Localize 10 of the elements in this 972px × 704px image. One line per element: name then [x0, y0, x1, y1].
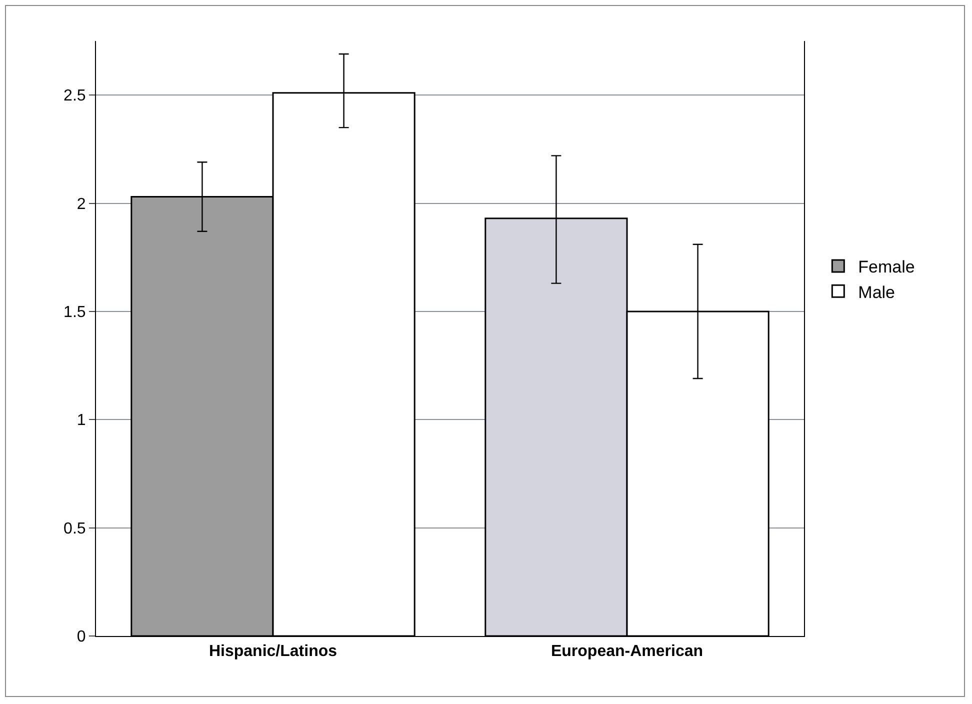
x-tick-label: European-American [550, 643, 704, 660]
x-tick-label: Hispanic/Latinos [208, 643, 338, 660]
legend-label: Male [858, 282, 896, 302]
y-tick-label: 1.5 [64, 304, 86, 322]
y-tick-label: 2 [76, 196, 86, 213]
y-tick-label: 0 [76, 628, 86, 646]
y-tick-label: 1 [76, 412, 86, 430]
y-tick-label: 2.5 [64, 88, 86, 105]
y-tick-label: 0.5 [64, 520, 86, 538]
legend-label: Female [858, 258, 915, 277]
